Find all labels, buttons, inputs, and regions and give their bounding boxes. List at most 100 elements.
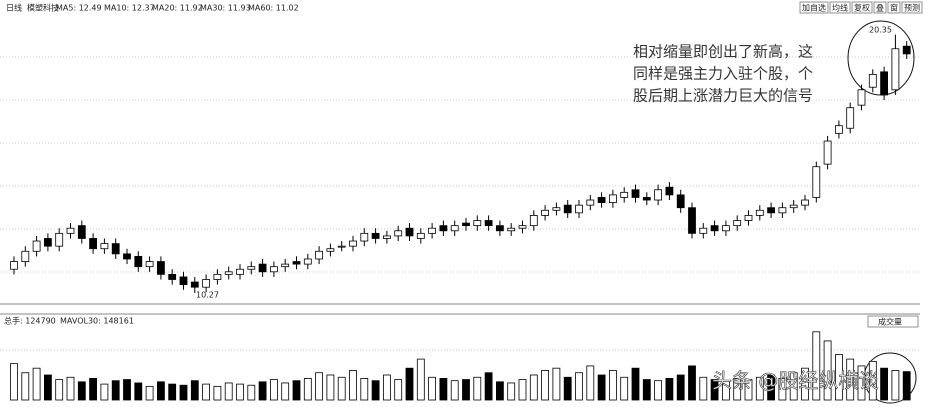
- volume-bar: [801, 367, 809, 401]
- candle-body: [473, 220, 482, 227]
- toolbar-button[interactable]: [887, 1, 901, 14]
- volume-bar: [360, 378, 369, 401]
- candle-body: [880, 71, 888, 96]
- volume-bar: [891, 370, 900, 401]
- candle-body: [891, 48, 900, 91]
- volume-bar: [846, 358, 855, 401]
- volume-bar: [665, 378, 674, 401]
- volume-bar: [676, 374, 685, 401]
- ma-label: MA60: 11.02: [248, 4, 299, 13]
- candle-body: [665, 186, 674, 196]
- candle-body: [247, 266, 256, 270]
- volume-bar: [303, 378, 312, 401]
- toolbar-button[interactable]: [901, 1, 923, 14]
- volume-bar: [439, 378, 448, 401]
- candle-body: [812, 166, 821, 198]
- volume-bar: [868, 360, 877, 401]
- candle-body: [744, 214, 753, 221]
- candle-body: [32, 240, 41, 252]
- candle-body: [541, 209, 549, 216]
- candle-body: [394, 230, 403, 237]
- volume-bar: [100, 383, 109, 401]
- candle-body: [100, 243, 109, 250]
- candle-body: [303, 258, 312, 265]
- volume-bar: [586, 365, 595, 401]
- volume-bar: [236, 383, 244, 401]
- volume-bar: [473, 376, 482, 401]
- volume-bar: [597, 374, 606, 401]
- candle-body: [767, 207, 775, 214]
- toolbar-button-label: 窗: [890, 3, 898, 13]
- candle-body: [868, 74, 877, 88]
- volume-bar: [89, 378, 97, 401]
- volume-bar: [134, 382, 143, 401]
- toolbar-button[interactable]: [851, 1, 873, 14]
- volume-bar: [371, 380, 380, 401]
- candle-body: [688, 207, 696, 234]
- candle-body: [575, 204, 583, 214]
- volume-bar: [710, 379, 719, 401]
- volume-bar: [722, 380, 730, 401]
- volume-bar: [552, 367, 561, 401]
- volume-bar: [224, 382, 233, 401]
- volume-bar: [281, 382, 290, 401]
- candle-body: [462, 222, 470, 227]
- candle-body: [631, 189, 640, 198]
- candle-body: [44, 238, 52, 247]
- volume-total: 总手: 124790: [4, 316, 56, 326]
- candle-body: [349, 240, 357, 247]
- volume-bar: [563, 376, 572, 401]
- candle-body: [416, 232, 425, 239]
- volume-bar: [55, 379, 64, 401]
- candle-body: [722, 225, 730, 232]
- volume-bar: [631, 367, 640, 401]
- ma-label: MA30: 11.93: [200, 4, 251, 13]
- candle-body: [224, 271, 233, 275]
- volume-bar: [190, 380, 199, 401]
- candle-body: [710, 225, 719, 232]
- candle-body: [823, 140, 832, 165]
- volume-button[interactable]: [867, 315, 919, 328]
- volume-bar: [609, 370, 617, 401]
- volume-bar: [77, 381, 86, 401]
- volume-bar: [902, 371, 911, 401]
- volume-bar: [857, 365, 866, 401]
- volume-bar: [179, 384, 188, 401]
- candle-body: [529, 214, 538, 227]
- toolbar-button-label: 均线: [832, 3, 848, 13]
- volume-bar: [529, 374, 538, 401]
- candle-body: [450, 225, 459, 232]
- volume-bar: [495, 381, 504, 401]
- toolbar-button[interactable]: [873, 1, 887, 14]
- volume-bar: [575, 372, 583, 401]
- volume-bar: [812, 331, 821, 401]
- mavol-label: MAVOL30: 148161: [60, 317, 134, 326]
- candle-body: [597, 197, 606, 203]
- candle-body: [360, 232, 369, 242]
- ma-label: MA20: 11.92: [152, 4, 203, 13]
- volume-bar: [156, 381, 165, 401]
- toolbar: 加自选 均线 复权叠窗预测: [799, 1, 923, 14]
- candle-body: [145, 261, 154, 268]
- watermark: 头条 @股经纵横谈: [712, 369, 878, 393]
- candle-body: [902, 45, 911, 55]
- candle-body: [507, 227, 516, 232]
- volume-bar: [428, 376, 437, 401]
- candle-body: [835, 125, 843, 134]
- high-label: 20.35: [869, 26, 892, 35]
- volume-bar: [778, 378, 787, 401]
- volume-bar: [145, 385, 154, 401]
- volume-bar: [688, 365, 696, 401]
- candle-body: [371, 232, 380, 239]
- volume-bar: [382, 374, 391, 401]
- candle-body: [202, 279, 211, 288]
- candle-body: [755, 209, 764, 216]
- toolbar-button[interactable]: [829, 1, 851, 14]
- candle-body: [609, 194, 617, 203]
- toolbar-button[interactable]: [799, 1, 829, 14]
- volume-bar: [744, 379, 753, 401]
- candle-body: [428, 227, 437, 234]
- volume-bar: [111, 380, 120, 401]
- volume-bar: [258, 381, 267, 401]
